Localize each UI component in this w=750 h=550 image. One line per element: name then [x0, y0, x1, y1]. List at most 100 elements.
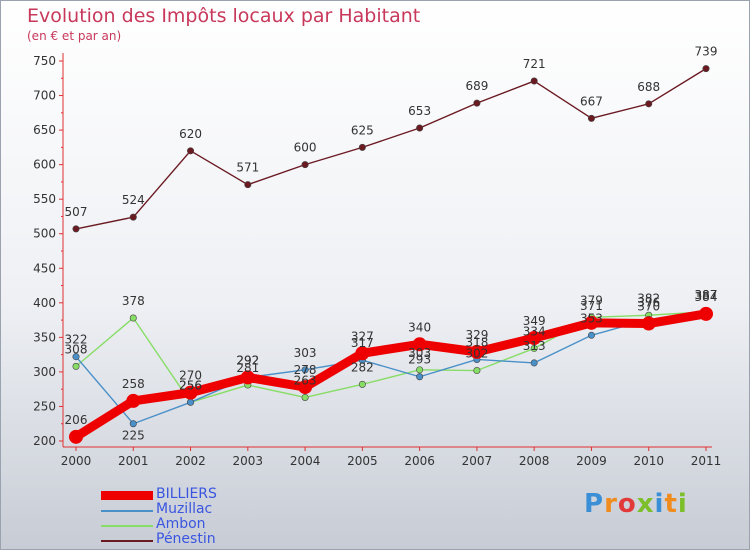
- data-point-penestin: [416, 124, 424, 132]
- data-label-billiers: 278: [294, 363, 317, 377]
- y-tick-label: 500: [33, 227, 56, 241]
- y-tick-label: 350: [33, 330, 56, 344]
- data-label-muzillac: 293: [408, 353, 431, 367]
- data-label-penestin: 600: [294, 141, 317, 155]
- data-label-ambon: 302: [465, 347, 488, 361]
- data-label-penestin: 524: [122, 193, 145, 207]
- data-label-billiers: 329: [465, 328, 488, 342]
- data-point-penestin: [645, 100, 653, 108]
- data-point-penestin: [301, 161, 309, 169]
- data-label-muzillac: 256: [179, 378, 202, 392]
- y-tick-label: 300: [33, 365, 56, 379]
- data-label-muzillac: 292: [236, 353, 259, 367]
- data-point-penestin: [473, 99, 481, 107]
- data-point-billiers: [69, 429, 83, 444]
- data-label-muzillac: 318: [465, 335, 488, 349]
- data-label-billiers: 292: [236, 353, 259, 367]
- y-tick-label: 750: [33, 54, 56, 68]
- y-tick-label: 250: [33, 399, 56, 413]
- data-point-penestin: [702, 65, 710, 73]
- data-label-billiers: 370: [637, 300, 660, 314]
- data-point-ambon: [358, 380, 366, 388]
- data-label-billiers: 270: [179, 369, 202, 383]
- legend-swatch: [101, 491, 153, 500]
- data-label-muzillac: 353: [580, 311, 603, 325]
- legend-label: Muzillac: [156, 501, 213, 517]
- data-point-billiers: [469, 344, 484, 359]
- x-tick-label: 2002: [175, 454, 206, 468]
- chart-title: Evolution des Impôts locaux par Habitant: [27, 5, 421, 27]
- data-point-muzillac: [301, 366, 309, 374]
- data-point-billiers: [126, 393, 141, 408]
- data-point-muzillac: [72, 353, 80, 361]
- data-label-penestin: 688: [637, 80, 660, 94]
- data-point-ambon: [530, 344, 538, 352]
- data-point-billiers: [584, 315, 599, 330]
- data-label-penestin: 721: [523, 57, 546, 71]
- data-label-billiers: 258: [122, 377, 145, 391]
- data-label-billiers: 349: [523, 314, 546, 328]
- x-tick-label: 2009: [576, 454, 607, 468]
- data-point-billiers: [641, 316, 656, 331]
- data-label-penestin: 625: [351, 123, 374, 137]
- data-label-billiers: 371: [580, 299, 603, 313]
- x-tick-label: 2000: [61, 454, 92, 468]
- data-label-muzillac: 376: [637, 295, 660, 309]
- data-label-muzillac: 313: [523, 339, 546, 353]
- data-point-muzillac: [187, 398, 195, 406]
- data-point-penestin: [129, 213, 137, 221]
- data-label-muzillac: 225: [122, 429, 145, 443]
- x-tick-label: 2004: [290, 454, 321, 468]
- data-label-muzillac: 303: [294, 346, 317, 360]
- data-label-billiers: 327: [351, 329, 374, 343]
- series-line-ambon: [75, 311, 707, 404]
- data-point-penestin: [244, 181, 252, 189]
- data-point-penestin: [530, 77, 538, 85]
- data-point-ambon: [72, 362, 80, 370]
- proxiti-logo: Proxiti: [584, 489, 688, 519]
- data-point-penestin: [358, 143, 366, 151]
- data-label-ambon: 256: [179, 378, 202, 392]
- data-label-ambon: 379: [580, 293, 603, 307]
- y-tick-label: 650: [33, 123, 56, 137]
- legend-swatch: [101, 525, 153, 527]
- data-label-ambon: 334: [523, 324, 546, 338]
- data-label-muzillac: 317: [351, 336, 374, 350]
- data-label-billiers: 206: [65, 413, 88, 427]
- data-label-penestin: 620: [179, 127, 202, 141]
- legend-label: Ambon: [156, 516, 206, 532]
- data-point-billiers: [699, 306, 713, 321]
- x-tick-label: 2005: [347, 454, 378, 468]
- y-tick-label: 550: [33, 192, 56, 206]
- series-line-muzillac: [75, 311, 707, 425]
- chart-subtitle: (en € et par an): [27, 29, 122, 43]
- x-tick-label: 2001: [118, 454, 149, 468]
- data-point-billiers: [355, 346, 370, 361]
- x-tick-label: 2011: [691, 454, 722, 468]
- data-point-muzillac: [587, 331, 595, 339]
- data-label-ambon: 382: [637, 291, 660, 305]
- y-tick-label: 600: [33, 158, 56, 172]
- x-tick-label: 2008: [519, 454, 550, 468]
- data-label-ambon: 303: [408, 346, 431, 360]
- data-label-penestin: 507: [65, 205, 88, 219]
- data-label-ambon: 378: [122, 294, 145, 308]
- data-point-penestin: [187, 147, 195, 155]
- x-tick-label: 2003: [233, 454, 264, 468]
- data-label-muzillac: 387: [695, 288, 718, 302]
- data-point-billiers: [527, 331, 542, 346]
- data-label-penestin: 739: [695, 45, 718, 59]
- data-point-muzillac: [416, 373, 424, 381]
- data-label-billiers: 384: [695, 290, 718, 304]
- data-point-muzillac: [129, 420, 137, 428]
- y-tick-label: 700: [33, 89, 56, 103]
- data-label-ambon: 282: [351, 360, 374, 374]
- data-point-penestin: [72, 225, 80, 233]
- y-tick-label: 450: [33, 261, 56, 275]
- data-point-ambon: [129, 314, 137, 322]
- data-point-ambon: [473, 367, 481, 375]
- data-label-muzillac: 322: [65, 333, 88, 347]
- data-label-penestin: 689: [465, 79, 488, 93]
- data-label-ambon: 387: [695, 288, 718, 302]
